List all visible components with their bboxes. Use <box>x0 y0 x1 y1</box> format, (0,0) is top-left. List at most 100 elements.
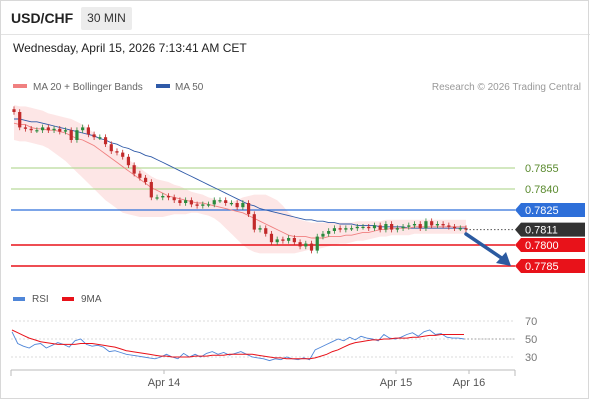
pivot-level-label: 0.7825 <box>525 205 559 217</box>
ma9-legend-label: 9MA <box>81 294 102 305</box>
candle-body <box>46 127 50 131</box>
candle-body <box>103 137 108 145</box>
price-plot: 0.7855 0.7840 0.7825 0.7800 0.7785 0.7811 <box>11 105 585 273</box>
candle-body <box>292 238 296 243</box>
candle-body <box>344 228 348 230</box>
candle-body <box>206 204 211 206</box>
rsi-legend-swatch <box>13 297 25 301</box>
candle-body <box>86 127 90 135</box>
timeframe-button[interactable]: 30 MIN <box>81 7 132 30</box>
forecast-arrow-shaft <box>464 232 505 261</box>
candle-body <box>98 137 102 139</box>
rsi-tick-label: 30 <box>525 352 537 364</box>
candle-body <box>92 134 96 138</box>
candle-body <box>212 200 216 205</box>
candle-body <box>81 127 85 131</box>
candle-body <box>184 200 188 203</box>
candle-body <box>418 224 422 229</box>
price-legend: MA 20 + Bollinger Bands MA 50 Research ©… <box>13 82 581 93</box>
candle-body <box>149 182 153 198</box>
candle-body <box>63 130 68 132</box>
rsi-tick-label: 50 <box>525 334 537 346</box>
candle-body <box>458 228 462 230</box>
candle-body <box>58 128 62 132</box>
time-axis-label: Apr 14 <box>148 377 180 389</box>
candle-body <box>464 228 468 230</box>
pivot-level-tag <box>515 203 585 217</box>
rsi-plot: 70 50 30 <box>11 316 537 364</box>
rsi-tick-label: 70 <box>525 316 537 328</box>
candle-body <box>430 221 434 226</box>
last-price-label: 0.7811 <box>525 225 558 237</box>
header-divider <box>0 34 590 35</box>
candle-body <box>378 225 382 230</box>
ma9-legend-swatch <box>62 297 74 301</box>
candle-body <box>246 203 251 215</box>
candle-body <box>224 200 228 203</box>
bollinger-band-area <box>14 105 466 254</box>
candle-body <box>166 196 171 198</box>
candle-body <box>269 233 274 243</box>
forecast-arrow-head <box>496 252 511 266</box>
candle-body <box>281 239 285 241</box>
candle-body <box>235 203 239 208</box>
candle-body <box>252 214 256 230</box>
resistance-level-label: 0.7855 <box>525 163 559 175</box>
candle-body <box>315 236 319 251</box>
candle-body <box>12 109 16 112</box>
candle-body <box>52 128 56 131</box>
candle-body <box>126 156 131 166</box>
candle-body <box>18 112 22 128</box>
candle-body <box>304 243 308 247</box>
support-level-label: 0.7785 <box>525 261 559 273</box>
candle-body <box>264 228 268 234</box>
candle-body <box>218 200 222 202</box>
chart-datetime: Wednesday, April 15, 2026 7:13:41 AM CET <box>13 41 247 55</box>
ma9-line <box>11 329 464 360</box>
candle-body <box>452 226 457 229</box>
candle-body <box>287 238 291 241</box>
support-level-tag <box>515 238 585 252</box>
candle-body <box>23 127 28 129</box>
candle-body <box>412 224 417 226</box>
candle-body <box>338 228 342 230</box>
ma50-legend-label: MA 50 <box>175 82 204 93</box>
candle-body <box>367 226 371 229</box>
candle-body <box>75 130 79 140</box>
candle-body <box>115 151 119 153</box>
candle-body <box>401 226 405 229</box>
time-axis-label: Apr 15 <box>380 377 412 389</box>
resistance-level-label: 0.7840 <box>525 184 559 196</box>
candle-body <box>189 200 193 205</box>
candle-body <box>41 127 45 131</box>
candle-body <box>143 177 148 182</box>
candle-body <box>201 204 205 206</box>
candle-body <box>441 224 445 226</box>
ma50-legend-swatch <box>156 84 170 88</box>
ma20-legend-label: MA 20 + Bollinger Bands <box>33 82 143 93</box>
candle-body <box>361 226 365 228</box>
candle-body <box>132 165 136 174</box>
candle-body <box>327 231 331 234</box>
rsi-legend: RSI 9MA <box>13 294 102 305</box>
candle-body <box>241 203 245 208</box>
candle-body <box>384 224 388 230</box>
candle-body <box>372 225 377 229</box>
rsi-line <box>11 329 465 362</box>
time-axis-label: Apr 16 <box>453 377 485 389</box>
candle-body <box>407 225 411 227</box>
candle-body <box>298 242 302 247</box>
candle-body <box>321 233 325 237</box>
candle-body <box>435 224 439 226</box>
candle-body <box>29 128 33 131</box>
candle-body <box>395 228 399 230</box>
candle-body <box>390 224 394 230</box>
candle-body <box>275 239 279 243</box>
rsi-legend-label: RSI <box>32 294 49 305</box>
candle-body <box>349 228 354 230</box>
candle-body <box>121 152 125 157</box>
candle-body <box>69 130 73 140</box>
candle-body <box>332 228 337 231</box>
research-credit: Research © 2026 Trading Central <box>432 82 581 93</box>
